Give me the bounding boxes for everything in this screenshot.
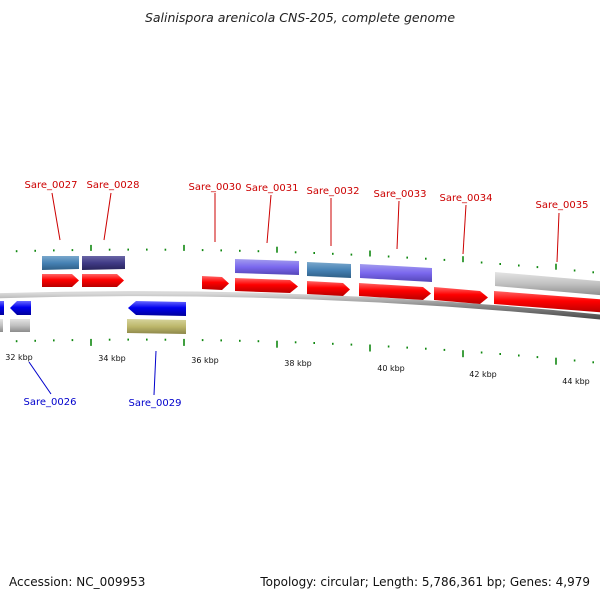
cds-reverse-sare-0026[interactable] <box>10 301 31 315</box>
gene-feature-sare-0032[interactable] <box>307 262 351 278</box>
gene-label-sare-0034[interactable]: Sare_0034 <box>440 193 493 204</box>
cds-forward-sare-0033[interactable] <box>359 283 431 300</box>
gene-label-sare-0028[interactable]: Sare_0028 <box>87 180 140 191</box>
forward-gene-labels: Sare_0027 Sare_0028 Sare_0030 Sare_0031 … <box>25 180 589 211</box>
cds-forward-sare-0032[interactable] <box>307 281 350 296</box>
leader-sare-0033 <box>396 200 400 250</box>
cds-forward-sare-0027[interactable] <box>42 274 79 287</box>
cds-forward-track <box>42 274 600 313</box>
inner-feature-track <box>0 319 186 334</box>
cds-forward-sare-0034[interactable] <box>434 287 488 304</box>
scale-label-42kbp: 42 kbp <box>469 370 497 379</box>
cds-reverse-left-edge[interactable] <box>0 301 4 315</box>
scale-label-34kbp: 34 kbp <box>98 354 126 363</box>
reverse-gene-labels: Sare_0026 Sare_0029 <box>24 397 182 409</box>
gene-feature-sare-0028[interactable] <box>82 256 125 270</box>
leader-sare-0035 <box>556 212 560 263</box>
cds-forward-sare-0035[interactable] <box>494 291 600 313</box>
map-title: Salinispora arenicola CNS-205, complete … <box>144 10 456 25</box>
gene-label-sare-0032[interactable]: Sare_0032 <box>307 186 360 197</box>
gene-label-sare-0035[interactable]: Sare_0035 <box>536 200 589 211</box>
gene-label-sare-0030[interactable]: Sare_0030 <box>189 182 242 193</box>
scale-label-44kbp: 44 kbp <box>562 377 590 386</box>
genome-backbone <box>0 291 600 320</box>
cds-reverse-track <box>0 301 186 316</box>
gene-label-sare-0033[interactable]: Sare_0033 <box>374 189 427 200</box>
gene-label-sare-0027[interactable]: Sare_0027 <box>25 180 78 191</box>
gene-feature-sare-0033[interactable] <box>360 264 432 282</box>
gene-label-sare-0026[interactable]: Sare_0026 <box>24 397 77 408</box>
cds-forward-sare-0030[interactable] <box>202 276 229 290</box>
inner-tick-ring <box>15 338 595 365</box>
leader-sare-0029 <box>153 350 157 396</box>
gene-label-sare-0029[interactable]: Sare_0029 <box>129 398 182 409</box>
leader-sare-0031 <box>266 194 272 244</box>
gene-feature-sare-0029[interactable] <box>127 319 186 334</box>
outer-tick-ring <box>15 244 595 274</box>
gene-feature-left-edge[interactable] <box>0 319 3 332</box>
accession-text: Accession: NC_009953 <box>9 575 146 589</box>
cds-forward-sare-0031[interactable] <box>235 278 298 293</box>
scale-label-38kbp: 38 kbp <box>284 359 312 368</box>
leader-sare-0034 <box>462 204 467 255</box>
leader-sare-0026 <box>28 361 52 395</box>
scale-labels: 32 kbp 34 kbp 36 kbp 38 kbp 40 kbp 42 kb… <box>5 353 590 386</box>
gene-feature-sare-0035[interactable] <box>495 272 600 296</box>
cds-reverse-sare-0029[interactable] <box>128 301 186 316</box>
gene-feature-sare-0031[interactable] <box>235 259 299 275</box>
outer-feature-track <box>42 256 600 296</box>
label-leader-lines <box>28 192 560 396</box>
scale-label-40kbp: 40 kbp <box>377 364 405 373</box>
gene-label-sare-0031[interactable]: Sare_0031 <box>246 183 299 194</box>
scale-label-32kbp: 32 kbp <box>5 353 33 362</box>
gene-feature-sare-0026[interactable] <box>10 319 30 332</box>
genome-stats-text: Topology: circular; Length: 5,786,361 bp… <box>260 575 590 589</box>
gene-feature-sare-0027[interactable] <box>42 256 79 270</box>
leader-sare-0028 <box>103 192 112 241</box>
cds-forward-sare-0028[interactable] <box>82 274 124 287</box>
scale-label-36kbp: 36 kbp <box>191 356 219 365</box>
leader-sare-0027 <box>51 192 61 241</box>
